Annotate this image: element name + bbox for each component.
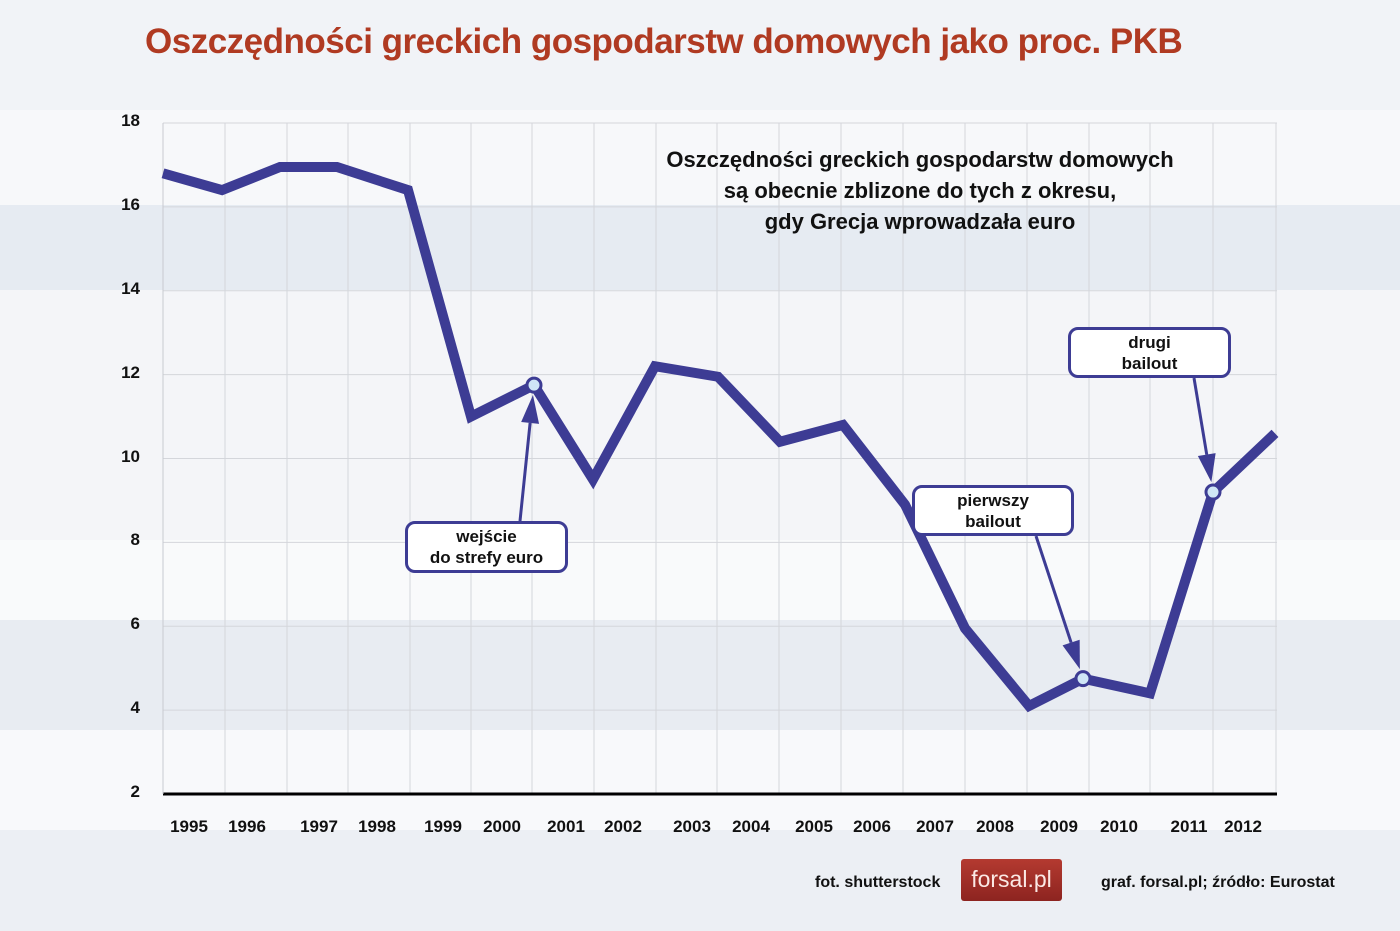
- y-tick-label: 4: [130, 698, 140, 718]
- arrow-shaft: [1034, 535, 1073, 644]
- photo-credit: fot. shutterstock: [815, 874, 941, 891]
- chart-annotation: Oszczędności greckich gospodarstw domowy…: [620, 144, 1220, 237]
- x-tick-label: 1997: [300, 817, 338, 836]
- x-tick-label: 2009: [1040, 817, 1078, 836]
- x-tick-label: 2005: [795, 817, 833, 836]
- arrow-head-icon: [521, 395, 540, 424]
- x-tick-label: 2008: [976, 817, 1014, 836]
- x-tick-label: 2004: [732, 817, 770, 836]
- annotation-line: są obecnie zblizone do tych z okresu,: [723, 178, 1117, 203]
- y-tick-label: 10: [121, 446, 140, 466]
- y-tick-label: 18: [121, 111, 140, 130]
- x-tick-label: 1999: [424, 817, 462, 836]
- background-band: [0, 0, 1400, 110]
- arrow-shaft: [1192, 377, 1209, 455]
- x-tick-label: 2003: [673, 817, 711, 836]
- x-tick-label: 1998: [358, 817, 396, 836]
- background-band: [0, 730, 1400, 830]
- y-tick-label: 16: [121, 194, 140, 214]
- x-tick-label: 2001: [547, 817, 585, 836]
- x-tick-label: 2012: [1224, 817, 1262, 836]
- source-credit: graf. forsal.pl; źródło: Eurostat: [1101, 874, 1335, 891]
- x-tick-label: 2011: [1170, 817, 1208, 836]
- callout-first-bailout: pierwszy bailout: [912, 485, 1074, 536]
- y-tick-label: 2: [130, 782, 140, 801]
- callout-line: drugi: [1128, 333, 1171, 352]
- callout-line: pierwszy: [957, 491, 1029, 510]
- callout-line: do strefy euro: [429, 548, 544, 567]
- highlight-marker-icon: [525, 376, 543, 394]
- chart-title: Oszczędności greckich gospodarstw domowy…: [145, 22, 1183, 61]
- annotation-line: Oszczędności greckich gospodarstw domowy…: [666, 147, 1174, 172]
- background-band: [0, 540, 1400, 620]
- y-tick-label: 8: [130, 530, 140, 550]
- y-tick-label: 14: [121, 278, 140, 298]
- x-tick-label: 1996: [228, 817, 266, 836]
- x-tick-label: 2006: [853, 817, 891, 836]
- x-tick-label: 2000: [483, 817, 521, 836]
- arrow-shaft: [518, 422, 532, 522]
- x-tick-label: 2002: [604, 817, 642, 836]
- forsal-logo[interactable]: forsal.pl: [961, 859, 1062, 901]
- callout-line: bailout: [1121, 354, 1178, 373]
- background-band: [0, 830, 1400, 931]
- grid-lines: [162, 122, 1277, 794]
- x-tick-label: 2010: [1100, 817, 1138, 836]
- y-tick-label: 6: [130, 614, 140, 634]
- highlight-marker-icon: [1074, 670, 1092, 688]
- y-tick-label: 12: [121, 362, 140, 382]
- callout-euro-entry: wejście do strefy euro: [405, 521, 568, 573]
- callout-line: bailout: [965, 512, 1021, 531]
- highlight-markers: [525, 376, 1222, 688]
- callout-second-bailout: drugi bailout: [1068, 327, 1231, 378]
- highlight-marker-icon: [1204, 483, 1222, 501]
- background-band: [0, 205, 1400, 290]
- callout-line: wejście: [456, 527, 517, 546]
- arrow-head-icon: [1062, 639, 1080, 670]
- callout-arrows: [518, 377, 1216, 670]
- x-tick-label: 1995: [170, 817, 208, 836]
- x-tick-label: 2007: [916, 817, 954, 836]
- arrow-head-icon: [1197, 453, 1216, 483]
- savings-line: [161, 162, 1279, 713]
- annotation-line: gdy Grecja wprowadzała euro: [764, 209, 1076, 234]
